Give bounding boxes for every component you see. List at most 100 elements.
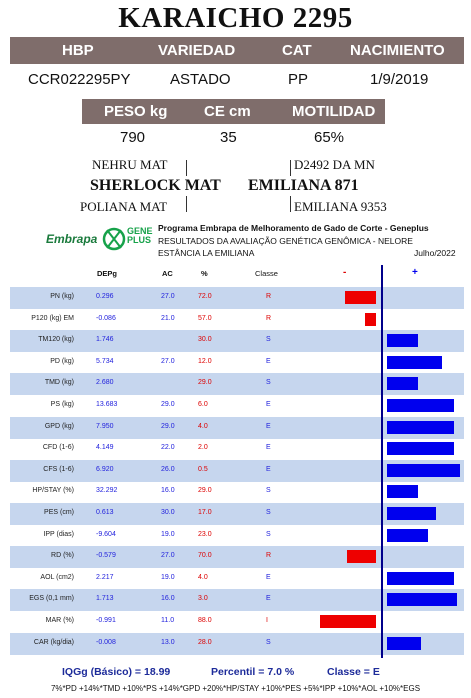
trait-pct: 4.0	[198, 573, 208, 581]
trait-depg: 4.149	[96, 444, 114, 452]
header-values-2: 790 35 65%	[82, 129, 385, 149]
table-row: CFD (1-6) 4.149 22.0 2.0 E	[10, 438, 464, 460]
ce-value: 35	[220, 129, 237, 146]
table-row: IPP (dias) -9.604 19.0 23.0 S	[10, 525, 464, 547]
trait-classe: E	[266, 595, 271, 603]
trait-pct: 88.0	[198, 617, 212, 624]
trait-depg: 1.746	[96, 336, 114, 344]
trait-classe: S	[266, 336, 271, 344]
trait-depg: 2.680	[96, 379, 114, 387]
trait-depg: -0.991	[96, 617, 116, 624]
trait-name: PES (cm)	[44, 509, 74, 516]
cat-value: PP	[288, 71, 309, 88]
trait-pct: 72.0	[198, 293, 212, 300]
trait-classe: S	[266, 638, 271, 646]
trait-ac: 21.0	[161, 314, 175, 322]
trait-bar	[387, 420, 455, 434]
trait-pct: 4.0	[198, 422, 208, 430]
trait-bar	[387, 377, 419, 391]
variedad-value: ASTADO	[170, 71, 231, 88]
col-minus: -	[343, 267, 347, 278]
peso-label: PESO kg	[104, 103, 168, 120]
trait-classe: E	[266, 401, 271, 408]
trait-bar	[387, 355, 443, 369]
trait-pct: 30.0	[198, 336, 212, 344]
col-plus: +	[412, 267, 418, 278]
nacimiento-label: NACIMIENTO	[350, 42, 445, 59]
table-row: CFS (1-6) 6.920 26.0 0.5 E	[10, 459, 464, 482]
trait-name: PS (kg)	[50, 401, 74, 408]
cat-label: CAT	[282, 42, 312, 59]
table-row: CAR (kg/dia) -0.008 13.0 28.0 S	[10, 632, 464, 655]
trait-name: CFS (1-6)	[43, 465, 74, 473]
trait-depg: 32.292	[96, 487, 118, 495]
trait-classe: E	[266, 357, 271, 365]
table-row: PN (kg) 0.296 27.0 72.0 R	[10, 287, 464, 309]
geneplus-logo-part1: GENE	[127, 226, 153, 236]
header-values-1: CCR022295PY ASTADO PP 1/9/2019	[10, 71, 464, 91]
table-row: EGS (0,1 mm) 1.713 16.0 3.0 E	[10, 589, 464, 612]
zero-axis	[381, 265, 383, 658]
dam-sire: D2492 DA MN	[294, 157, 375, 172]
classe-value: Classe = E	[327, 666, 380, 678]
trait-pct: 17.0	[198, 509, 212, 516]
trait-bar	[347, 550, 376, 564]
trait-ac: 16.0	[161, 595, 175, 603]
pedigree-line	[186, 160, 187, 176]
trait-name: AOL (cm2)	[40, 573, 74, 581]
trait-depg: 13.683	[96, 401, 118, 408]
geneplus-logo: GENE PLUS	[127, 227, 153, 245]
peso-value: 790	[120, 129, 146, 146]
trait-pct: 3.0	[198, 595, 208, 603]
sire: SHERLOCK MAT	[90, 177, 221, 194]
sire-dam: POLIANA MAT	[80, 199, 168, 214]
col-ac: AC	[162, 269, 173, 278]
trait-name: TMD (kg)	[44, 379, 74, 387]
trait-bar	[344, 291, 376, 304]
trait-bar	[387, 442, 455, 456]
trait-bar	[365, 312, 376, 326]
dam-dam: EMILIANA 9353	[294, 199, 387, 214]
trait-bar	[387, 593, 457, 607]
trait-bar	[387, 485, 419, 499]
trait-classe: E	[266, 444, 271, 452]
trait-depg: -0.579	[96, 552, 116, 560]
pedigree-line	[290, 160, 291, 176]
trait-ac: 22.0	[161, 444, 175, 452]
header-row-1: HBP VARIEDAD CAT NACIMIENTO	[10, 37, 464, 64]
trait-bar	[387, 636, 421, 650]
trait-classe: S	[266, 487, 271, 495]
hbp-value: CCR022295PY	[28, 71, 131, 88]
trait-pct: 29.0	[198, 487, 212, 495]
trait-depg: -0.086	[96, 314, 116, 322]
trait-pct: 28.0	[198, 638, 212, 646]
ranch-name: ESTÂNCIA LA EMILIANA	[158, 248, 255, 258]
trait-bar	[387, 507, 437, 520]
sire-sire: NEHRU MAT	[92, 157, 168, 172]
iqg-value: IQGg (Básico) = 18.99	[62, 666, 171, 678]
col-depg: DEPg	[97, 269, 118, 278]
embrapa-logo: Embrapa	[46, 232, 98, 246]
trait-name: RD (%)	[51, 552, 74, 560]
trait-classe: S	[266, 379, 271, 387]
motilidad-label: MOTILIDAD	[292, 103, 376, 120]
pedigree-line	[186, 196, 187, 212]
trait-pct: 6.0	[198, 401, 208, 408]
geneplus-logo-part2: PLUS	[127, 235, 152, 245]
trait-name: CAR (kg/dia)	[33, 638, 74, 646]
table-row: MAR (%) -0.991 11.0 88.0 I	[10, 611, 464, 633]
trait-name: PN (kg)	[50, 293, 74, 300]
trait-pct: 29.0	[198, 379, 212, 387]
trait-ac: 29.0	[161, 401, 175, 408]
trait-pct: 0.5	[198, 465, 208, 473]
trait-depg: 0.613	[96, 509, 114, 516]
hbp-label: HBP	[62, 42, 94, 59]
trait-depg: 1.713	[96, 595, 114, 603]
program-title: Programa Embrapa de Melhoramento de Gado…	[158, 223, 429, 233]
header-row-2: PESO kg CE cm MOTILIDAD	[82, 99, 385, 124]
trait-ac: 11.0	[161, 617, 175, 624]
trait-classe: I	[266, 617, 268, 624]
col-classe: Classe	[255, 269, 278, 278]
index-formula: 7%*PD +14%*TMD +10%*PS +14%*GPD +20%*HP/…	[50, 684, 421, 693]
trait-depg: -0.008	[96, 638, 116, 646]
